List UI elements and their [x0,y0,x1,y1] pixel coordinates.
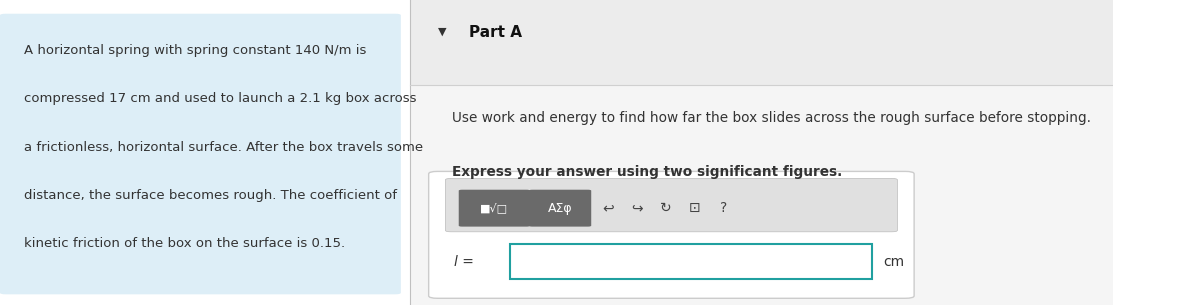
Text: ↪: ↪ [631,201,643,215]
Text: ⊡: ⊡ [689,201,701,215]
Text: ■√□: ■√□ [480,203,509,214]
FancyBboxPatch shape [529,190,592,227]
Text: kinetic friction of the box on the surface is 0.15.: kinetic friction of the box on the surfa… [24,237,346,250]
Text: distance, the surface becomes rough. The coefficient of: distance, the surface becomes rough. The… [24,189,397,202]
Text: ↻: ↻ [660,201,672,215]
FancyBboxPatch shape [445,178,898,232]
Text: Express your answer using two significant figures.: Express your answer using two significan… [452,165,842,179]
Text: a frictionless, horizontal surface. After the box travels some: a frictionless, horizontal surface. Afte… [24,141,424,154]
Text: ↩: ↩ [602,201,613,215]
FancyBboxPatch shape [458,190,530,227]
Bar [510,244,872,279]
Text: Use work and energy to find how far the box slides across the rough surface befo: Use work and energy to find how far the … [452,111,1091,125]
Text: cm: cm [883,255,904,268]
Text: ?: ? [720,201,727,215]
Text: l =: l = [455,255,474,268]
Text: Part A: Part A [469,24,522,40]
Text: compressed 17 cm and used to launch a 2.1 kg box across: compressed 17 cm and used to launch a 2.… [24,92,416,106]
Text: ▼: ▼ [438,27,446,37]
Bar [409,0,1114,85]
FancyBboxPatch shape [0,14,401,294]
Text: A horizontal spring with spring constant 140 N/m is: A horizontal spring with spring constant… [24,44,367,57]
Text: AΣφ: AΣφ [547,202,572,215]
FancyBboxPatch shape [428,171,914,298]
Bar [409,0,1114,305]
